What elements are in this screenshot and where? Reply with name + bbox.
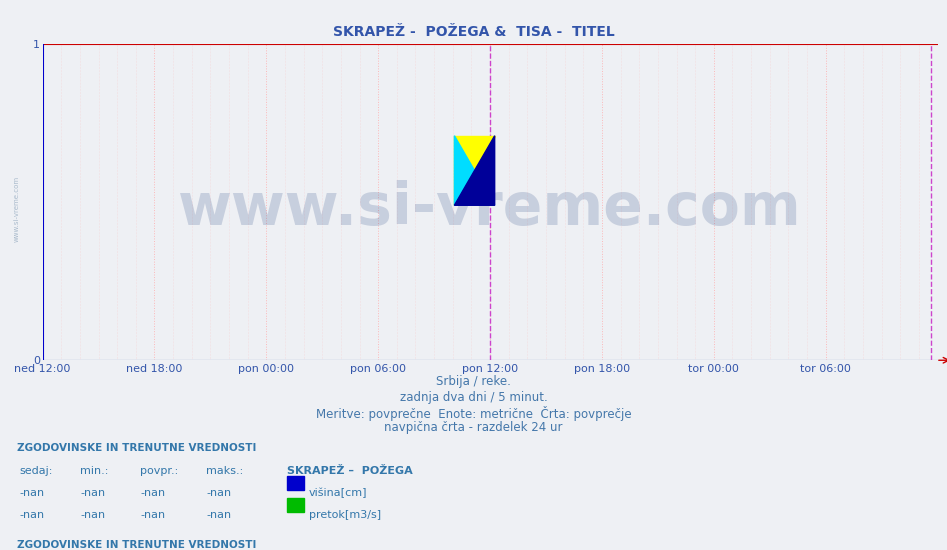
Text: www.si-vreme.com: www.si-vreme.com: [14, 176, 20, 242]
Text: sedaj:: sedaj:: [20, 466, 53, 476]
Text: maks.:: maks.:: [206, 466, 243, 476]
Text: -nan: -nan: [206, 488, 232, 498]
Text: Srbija / reke.: Srbija / reke.: [436, 375, 511, 388]
Text: www.si-vreme.com: www.si-vreme.com: [178, 180, 802, 237]
Text: -nan: -nan: [80, 510, 106, 520]
Text: -nan: -nan: [80, 488, 106, 498]
Text: -nan: -nan: [140, 510, 166, 520]
Text: SKRAPEŽ –  POŽEGA: SKRAPEŽ – POŽEGA: [287, 466, 413, 476]
Text: -nan: -nan: [20, 488, 45, 498]
Text: zadnja dva dni / 5 minut.: zadnja dva dni / 5 minut.: [400, 390, 547, 404]
Polygon shape: [455, 136, 494, 205]
Text: -nan: -nan: [206, 510, 232, 520]
Polygon shape: [455, 136, 494, 205]
Text: -nan: -nan: [20, 510, 45, 520]
Text: povpr.:: povpr.:: [140, 466, 178, 476]
Text: Meritve: povprečne  Enote: metrične  Črta: povprečje: Meritve: povprečne Enote: metrične Črta:…: [315, 406, 632, 421]
Text: višina[cm]: višina[cm]: [309, 488, 367, 498]
Text: min.:: min.:: [80, 466, 109, 476]
Text: navpična črta - razdelek 24 ur: navpična črta - razdelek 24 ur: [384, 421, 563, 434]
Text: ZGODOVINSKE IN TRENUTNE VREDNOSTI: ZGODOVINSKE IN TRENUTNE VREDNOSTI: [17, 443, 257, 453]
Polygon shape: [455, 136, 494, 205]
Text: pretok[m3/s]: pretok[m3/s]: [309, 510, 381, 520]
Text: SKRAPEŽ -  POŽEGA &  TISA -  TITEL: SKRAPEŽ - POŽEGA & TISA - TITEL: [332, 25, 615, 39]
Text: ZGODOVINSKE IN TRENUTNE VREDNOSTI: ZGODOVINSKE IN TRENUTNE VREDNOSTI: [17, 540, 257, 550]
Text: -nan: -nan: [140, 488, 166, 498]
